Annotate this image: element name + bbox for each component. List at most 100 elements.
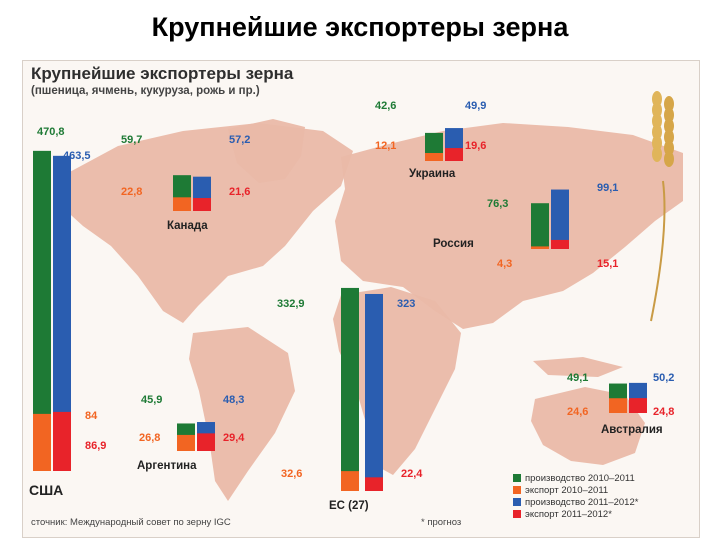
data-label-production-2011-2012: 48,3 xyxy=(223,394,244,406)
legend-swatch xyxy=(513,486,521,495)
bar-export-2011-2012 xyxy=(193,198,211,211)
wheat-grain xyxy=(652,124,662,140)
bar-production-2010-2011 xyxy=(531,203,549,249)
labels-layer: 470,8 463,5 84 86,9 США 59,7 57,2 22,8 21,6 Канад… xyxy=(29,100,674,512)
data-label-export-2011-2012: 22,4 xyxy=(401,468,423,480)
data-label-export-2010-2011: 84 xyxy=(85,410,98,422)
bar-export-2010-2011 xyxy=(531,246,549,249)
bar-export-2010-2011 xyxy=(177,434,195,451)
slide-title: Крупнейшие экспортеры зерна xyxy=(151,12,569,42)
eurasia-shape xyxy=(335,123,683,329)
bar-export-2010-2011 xyxy=(425,153,443,161)
data-label-export-2010-2011: 32,6 xyxy=(281,468,302,480)
greenland-shape xyxy=(228,119,305,183)
legend-item-production-2010: производство 2010–2011 xyxy=(513,473,635,484)
south-america-shape xyxy=(189,327,295,501)
data-label-production-2010-2011: 59,7 xyxy=(121,134,142,146)
legend-swatch xyxy=(513,510,521,519)
wheat-grain xyxy=(652,135,662,151)
data-label-export-2010-2011: 12,1 xyxy=(375,140,396,152)
data-label-production-2010-2011: 470,8 xyxy=(37,126,65,138)
data-label-production-2011-2012: 57,2 xyxy=(229,134,250,146)
wheat-grain xyxy=(652,113,662,129)
country-group xyxy=(341,287,383,491)
data-label-production-2011-2012: 50,2 xyxy=(653,372,674,384)
wheat-grain xyxy=(664,129,674,145)
data-label-export-2011-2012: 86,9 xyxy=(85,440,106,452)
legend-swatch xyxy=(513,498,521,507)
country-name-label: Канада xyxy=(167,220,208,232)
world-map xyxy=(53,91,683,501)
wheat-grain xyxy=(652,102,662,118)
wheat-grain xyxy=(664,96,674,112)
bar-export-2010-2011 xyxy=(341,471,359,491)
country-name-label: Аргентина xyxy=(137,460,197,472)
bar-export-2010-2011 xyxy=(33,413,51,471)
data-label-export-2010-2011: 4,3 xyxy=(497,258,512,270)
bar-export-2011-2012 xyxy=(551,239,569,249)
legend-swatch xyxy=(513,474,521,483)
legend-label: производство 2010–2011 xyxy=(525,473,635,484)
bar-production-2010-2011 xyxy=(33,150,51,471)
wheat-grain xyxy=(664,151,674,167)
legend-label: экспорт 2011–2012* xyxy=(525,509,612,520)
country-name-label: США xyxy=(29,482,63,498)
source-note: сточник: Международный совет по зерну IG… xyxy=(31,517,231,528)
infographic: 470,8 463,5 84 86,9 США 59,7 57,2 22,8 21,6 Канад… xyxy=(22,60,700,538)
legend-item-export-2011: экспорт 2011–2012* xyxy=(513,509,612,520)
bar-export-2010-2011 xyxy=(609,398,627,413)
data-label-production-2010-2011: 76,3 xyxy=(487,198,508,210)
wheat-grain xyxy=(652,146,662,162)
data-label-production-2011-2012: 49,9 xyxy=(465,100,486,112)
bar-production-2011-2012 xyxy=(365,293,383,491)
country-group xyxy=(177,422,215,451)
bars-layer xyxy=(33,128,647,491)
country-group xyxy=(173,175,211,211)
data-label-production-2011-2012: 99,1 xyxy=(597,182,618,194)
data-label-production-2011-2012: 463,5 xyxy=(63,150,91,162)
country-group xyxy=(425,128,463,161)
chart-title: Крупнейшие экспортеры зерна xyxy=(31,64,294,83)
bar-export-2011-2012 xyxy=(53,411,71,471)
data-label-export-2010-2011: 26,8 xyxy=(139,432,160,444)
wheat-grain xyxy=(652,91,662,107)
data-label-production-2011-2012: 323 xyxy=(397,298,415,310)
wheat-stem xyxy=(650,180,666,322)
data-label-production-2010-2011: 42,6 xyxy=(375,100,396,112)
country-group xyxy=(33,150,71,471)
data-label-export-2010-2011: 24,6 xyxy=(567,406,588,418)
data-label-export-2011-2012: 15,1 xyxy=(597,258,618,270)
bar-export-2011-2012 xyxy=(365,477,383,491)
chart-canvas: 470,8 463,5 84 86,9 США 59,7 57,2 22,8 21,6 Канад… xyxy=(29,91,683,512)
bar-production-2010-2011 xyxy=(341,287,359,491)
wheat-ear-icon xyxy=(650,91,674,322)
country-group xyxy=(531,189,569,249)
bar-export-2010-2011 xyxy=(173,197,191,211)
data-label-production-2010-2011: 332,9 xyxy=(277,298,305,310)
data-label-export-2011-2012: 21,6 xyxy=(229,186,250,198)
bar-export-2011-2012 xyxy=(197,433,215,451)
chart-subtitle: (пшеница, ячмень, кукуруза, рожь и пр.) xyxy=(31,85,260,97)
data-label-export-2011-2012: 19,6 xyxy=(465,140,486,152)
legend-label: экспорт 2010–2011 xyxy=(525,485,609,496)
country-group xyxy=(609,382,647,413)
wheat-grain xyxy=(664,118,674,134)
country-name-label: ЕС (27) xyxy=(329,500,369,512)
indonesia-shape xyxy=(533,357,623,377)
bar-export-2011-2012 xyxy=(445,148,463,161)
bar-export-2011-2012 xyxy=(629,398,647,413)
country-name-label: Россия xyxy=(433,238,474,250)
country-name-label: Украина xyxy=(409,168,456,180)
legend-label: производство 2011–2012* xyxy=(525,497,639,508)
legend-item-production-2011: производство 2011–2012* xyxy=(513,497,638,508)
data-label-production-2010-2011: 49,1 xyxy=(567,372,588,384)
legend-item-export-2010: экспорт 2010–2011 xyxy=(513,485,608,496)
forecast-footnote: * прогноз xyxy=(421,517,462,528)
country-name-label: Австралия xyxy=(601,424,663,436)
bar-production-2011-2012 xyxy=(551,189,569,249)
data-label-production-2010-2011: 45,9 xyxy=(141,394,162,406)
wheat-grain xyxy=(664,107,674,123)
data-label-export-2011-2012: 24,8 xyxy=(653,406,674,418)
wheat-grain xyxy=(664,140,674,156)
bar-production-2011-2012 xyxy=(53,155,71,471)
